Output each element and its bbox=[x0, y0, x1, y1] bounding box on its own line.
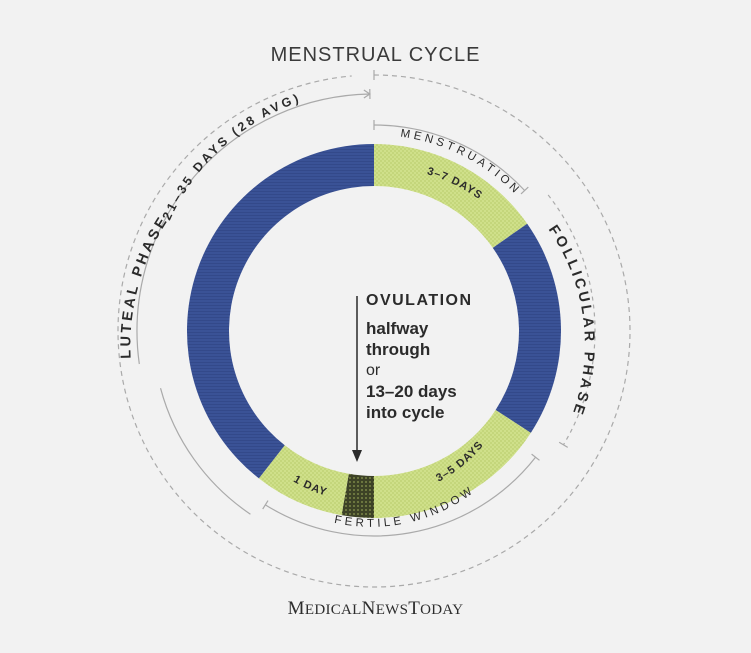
luteal-phase-label: LUTEAL PHASE bbox=[118, 213, 172, 359]
ovulation-line-1: halfway bbox=[366, 318, 526, 339]
tick-fertile-start bbox=[532, 454, 540, 460]
ovulation-note: OVULATION halfway through or 13–20 days … bbox=[366, 292, 526, 423]
ovulation-heading: OVULATION bbox=[366, 292, 526, 310]
ovulation-line-3: 13–20 days bbox=[366, 381, 526, 402]
segment-menstruation bbox=[374, 144, 527, 248]
brand-logo: MEDICALNEWSTODAY bbox=[0, 598, 751, 620]
tick-follicular-end bbox=[559, 442, 568, 447]
ovulation-line-2: through bbox=[366, 339, 526, 360]
page-title: MENSTRUAL CYCLE bbox=[0, 44, 751, 67]
ovulation-line-4: into cycle bbox=[366, 402, 526, 423]
tick-fertile-end bbox=[263, 501, 268, 509]
ovulation-arrow-head bbox=[352, 450, 362, 462]
segment-luteal bbox=[187, 144, 374, 478]
ovulation-or: or bbox=[366, 360, 526, 381]
